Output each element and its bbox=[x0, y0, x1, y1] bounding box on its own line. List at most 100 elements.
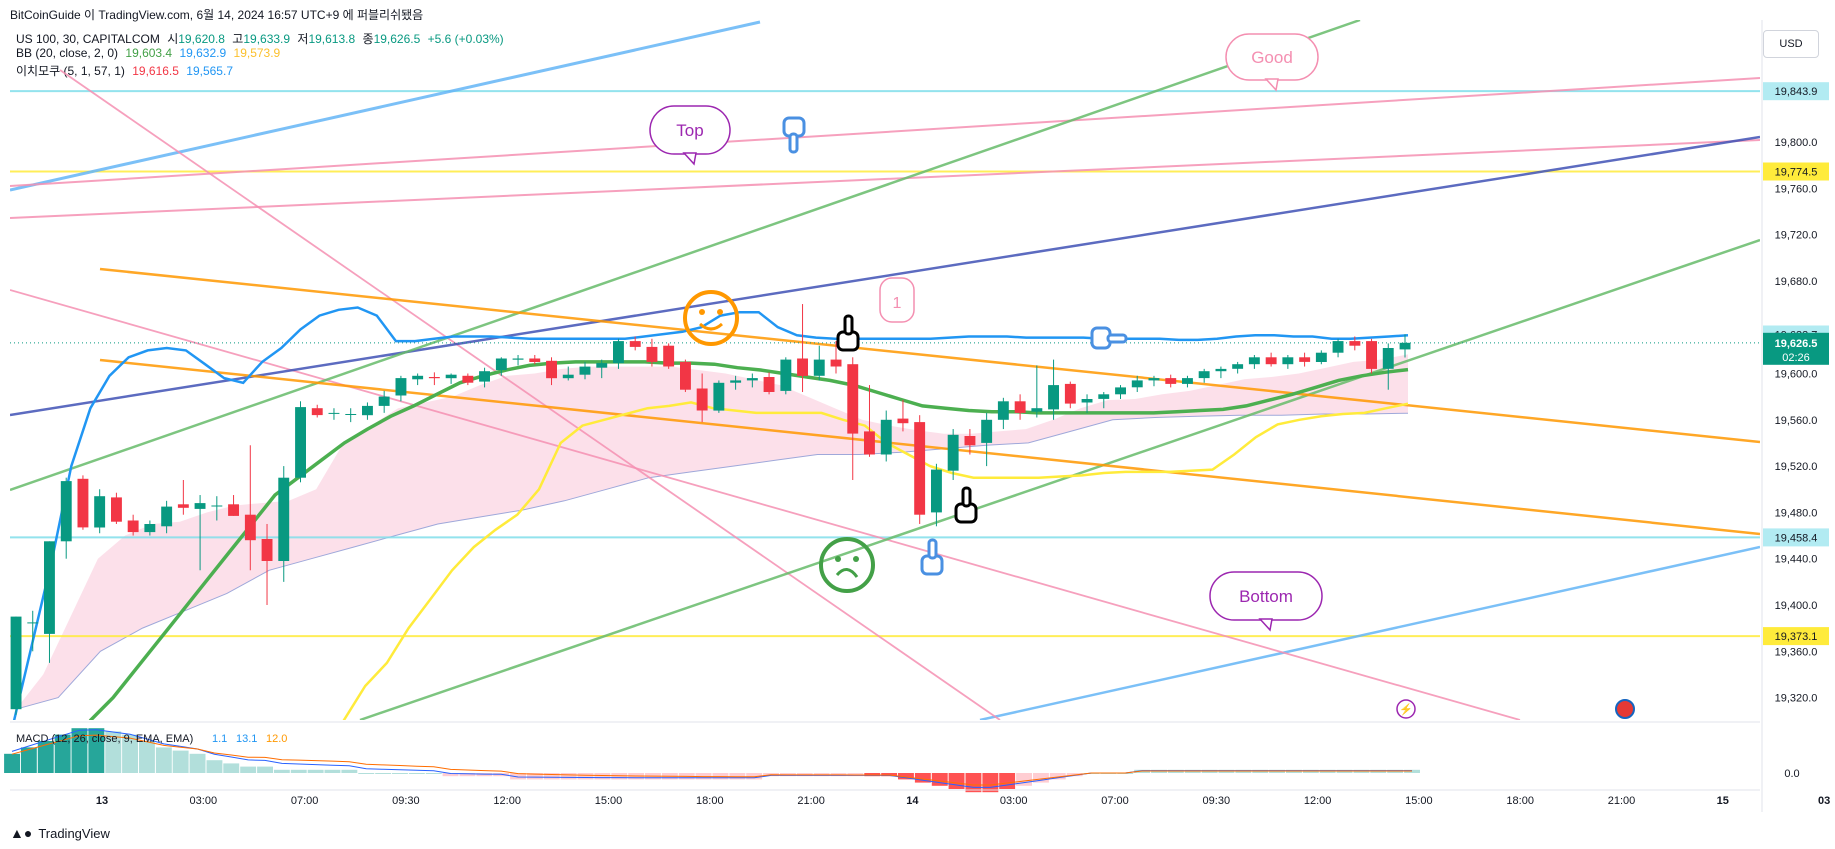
macd-histogram-bar bbox=[37, 741, 54, 773]
candle-body bbox=[830, 359, 842, 367]
price-label-text: 19,373.1 bbox=[1775, 631, 1818, 643]
candle-body bbox=[562, 374, 574, 379]
chart-canvas[interactable]: Top Good Bottom 1 ⚡ 0.0 19,800.0 19,760.0 19,7… bbox=[0, 0, 1835, 820]
price-label-box bbox=[1763, 162, 1829, 181]
currency-label: USD bbox=[1779, 38, 1803, 50]
price-label-box bbox=[1763, 528, 1829, 547]
time-tick-label: 15:00 bbox=[1405, 795, 1433, 807]
macd-histogram-bar bbox=[914, 773, 931, 783]
price-tick-label: 19,360.0 bbox=[1775, 646, 1818, 658]
time-tick-label: 07:00 bbox=[1101, 795, 1129, 807]
close-value: 19,626.5 bbox=[373, 32, 421, 46]
macd-histogram-bar bbox=[240, 766, 257, 773]
pink-diag-1 bbox=[59, 69, 1001, 720]
macd-histogram-bar bbox=[392, 773, 408, 774]
candle-body bbox=[646, 346, 658, 362]
candle-body bbox=[1148, 378, 1160, 381]
time-tick-label: 18:00 bbox=[696, 795, 724, 807]
macd-histogram-bar bbox=[223, 763, 240, 773]
macd-histogram-bar bbox=[375, 773, 392, 774]
candle-body bbox=[395, 378, 407, 396]
sad-face-icon-eye-right bbox=[853, 556, 859, 562]
smiley-icon-circle bbox=[683, 290, 739, 346]
callout-one-shape bbox=[879, 277, 915, 323]
time-axis[interactable]: 13 03:00 07:00 09:30 12:00 15:00 18:00 21:00 14 0… bbox=[10, 789, 1830, 807]
callout-top-tail bbox=[682, 152, 697, 166]
macd-histogram-bar bbox=[358, 773, 375, 774]
candle-body bbox=[378, 396, 390, 406]
trend-lines bbox=[10, 20, 1760, 720]
candle-body bbox=[1332, 341, 1344, 353]
price-tick-label: 19,480.0 bbox=[1775, 507, 1818, 519]
macd-histogram-bar bbox=[71, 728, 88, 773]
bb-basis-value: 19,603.4 bbox=[125, 46, 173, 60]
price-tick-label: 19,760.0 bbox=[1775, 183, 1818, 195]
candle-body bbox=[60, 481, 72, 542]
macd-histogram-bar bbox=[527, 773, 543, 780]
last-price-box bbox=[1763, 332, 1829, 365]
price-tick-label: 19,800.0 bbox=[1775, 137, 1818, 149]
smiley-icon bbox=[683, 290, 739, 346]
lightning-event-circle bbox=[1396, 699, 1416, 719]
candle-body bbox=[1215, 368, 1227, 372]
bb-legend: BB (20, close, 2, 0) 19,603.4 19,632.9 1… bbox=[16, 46, 284, 60]
price-tick-label: 19,600.0 bbox=[1775, 369, 1818, 381]
macd-histogram-bar bbox=[139, 741, 155, 773]
price-tick-label: 19,320.0 bbox=[1775, 693, 1818, 705]
price-axis[interactable]: 19,800.0 19,760.0 19,720.0 19,680.0 19,600.0… bbox=[1761, 20, 1829, 812]
macd-histogram-bar bbox=[1049, 773, 1066, 780]
lightblue-channel-bottom bbox=[979, 545, 1760, 720]
price-label-text: 19,458.4 bbox=[1775, 532, 1818, 544]
candle-body bbox=[1064, 383, 1076, 404]
candle-body bbox=[1315, 352, 1327, 362]
candle-body bbox=[914, 422, 926, 515]
ichimoku-label[interactable]: 이치모쿠 (5, 1, 57, 1) bbox=[16, 64, 125, 78]
candle-body bbox=[77, 478, 89, 528]
candle-body bbox=[931, 469, 942, 513]
time-tick-label: 14 bbox=[906, 795, 919, 807]
candle-body bbox=[362, 405, 373, 416]
tradingview-footer[interactable]: ▲● TradingView bbox=[10, 825, 110, 841]
candle-body bbox=[1382, 348, 1394, 369]
symbol-name[interactable]: US 100, 30, CAPITALCOM bbox=[16, 32, 160, 46]
macd-histogram-bar bbox=[1016, 773, 1032, 786]
sad-face-icon bbox=[819, 537, 875, 593]
candle-body bbox=[228, 504, 239, 516]
us-flag-circle bbox=[1615, 699, 1635, 719]
macd-histogram-bar bbox=[982, 773, 999, 793]
candle-body bbox=[780, 359, 792, 391]
candle-body bbox=[629, 341, 641, 347]
price-label-box bbox=[1763, 627, 1829, 646]
lightning-event-icon: ⚡ bbox=[1396, 699, 1416, 719]
candle-body bbox=[1048, 385, 1059, 410]
bb-label[interactable]: BB (20, close, 2, 0) bbox=[16, 46, 119, 60]
pointing-hand-icon-bottom bbox=[920, 538, 944, 576]
ichimoku-cloud-fill bbox=[16, 354, 1408, 710]
candle-body bbox=[1399, 342, 1411, 350]
sad-face-icon-circle bbox=[819, 537, 875, 593]
macd-histogram-bar bbox=[324, 769, 341, 773]
macd-histogram-bar bbox=[290, 769, 307, 773]
candle-body bbox=[1248, 357, 1260, 365]
candle-body bbox=[194, 503, 206, 509]
callout-bottom-tail bbox=[1258, 618, 1273, 632]
price-label-text: 19,843.9 bbox=[1775, 86, 1818, 98]
macd-value-c: 12.0 bbox=[266, 733, 287, 745]
macd-histogram-bar bbox=[155, 747, 172, 773]
time-tick-label: 21:00 bbox=[1608, 795, 1636, 807]
macd-histogram-bar bbox=[4, 753, 20, 773]
time-tick-label: 12:00 bbox=[1304, 795, 1332, 807]
macd-histogram-bar bbox=[948, 773, 965, 789]
change-value: +5.6 (+0.03%) bbox=[427, 32, 504, 46]
macd-pane: 0.0 bbox=[4, 721, 1800, 793]
publish-header: BitCoinGuide 이 TradingView.com, 6월 14, 2… bbox=[10, 6, 423, 23]
candle-body bbox=[897, 418, 909, 424]
ichimoku-cloud bbox=[15, 354, 1409, 710]
pointing-hand-icon-right bbox=[1090, 326, 1128, 350]
candle-body bbox=[864, 431, 875, 455]
macd-label[interactable]: MACD (12, 26, close, 9, EMA, EMA) bbox=[16, 733, 193, 745]
navy-trend bbox=[10, 135, 1760, 417]
currency-button[interactable]: USD bbox=[1763, 30, 1819, 58]
pointing-hand-icon-right-finger bbox=[1106, 333, 1128, 344]
candlesticks bbox=[10, 304, 1411, 715]
